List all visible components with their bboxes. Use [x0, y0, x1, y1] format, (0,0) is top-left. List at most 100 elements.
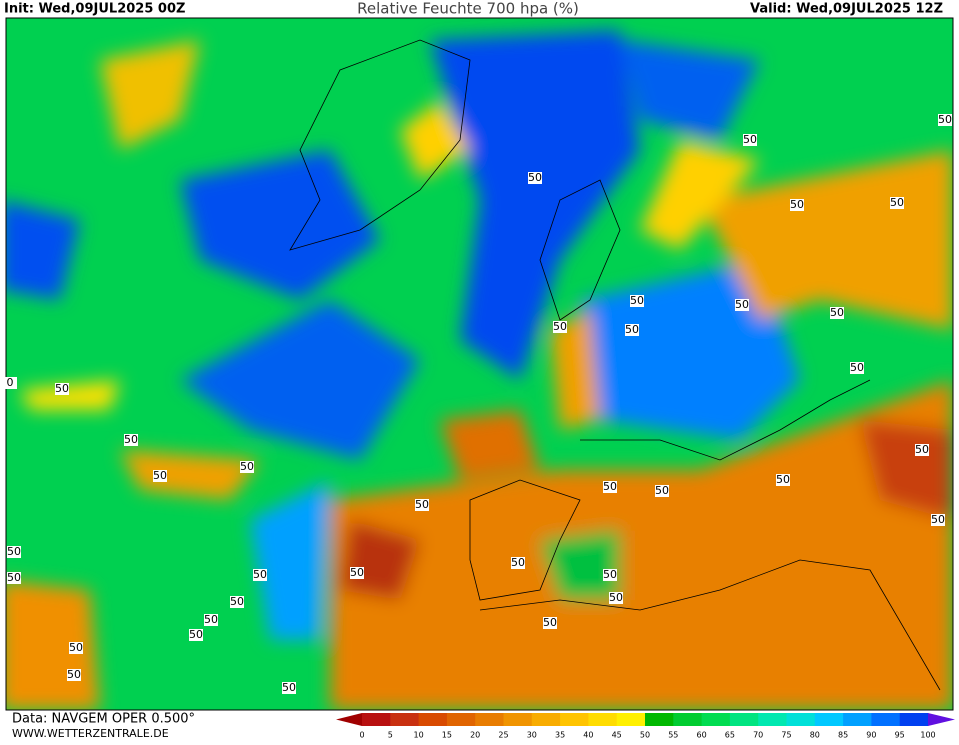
- contour-label: 50: [240, 460, 254, 473]
- map-field: [5, 17, 954, 711]
- colorbar-segment: [503, 713, 533, 726]
- contour-label: 50: [67, 668, 81, 681]
- contour-label-box: [350, 567, 364, 579]
- map-title: Relative Feuchte 700 hpa (%): [357, 0, 579, 18]
- colorbar-label: 65: [725, 731, 735, 740]
- contour-label-box: [609, 592, 623, 604]
- contour-labels: 50 50 50 50 50 50 50 50 50 50 50 50 50 50 50 50 50 50 50 50…: [3, 113, 952, 694]
- colorbar-label: 55: [668, 731, 678, 740]
- contour-label: 50: [931, 513, 945, 526]
- contour-label: 50: [7, 571, 21, 584]
- colorbar-label: 50: [640, 731, 650, 740]
- contour-label-box: [55, 383, 69, 395]
- colorbar-label: 45: [612, 731, 622, 740]
- website: WWW.WETTERZENTRALE.DE: [12, 727, 169, 740]
- colorbar-segment: [814, 713, 844, 726]
- colorbar-segment: [362, 713, 391, 726]
- contour-label-box: [511, 557, 525, 569]
- colorbar-label: 100: [920, 731, 935, 740]
- contour-label: 50: [850, 361, 864, 374]
- contour-label: 50: [253, 568, 267, 581]
- contour-label-box: [528, 172, 542, 184]
- contour-label-box: [7, 546, 21, 558]
- contour-label: 50: [890, 196, 904, 209]
- contour-label-box: [543, 617, 557, 629]
- contour-label: 50: [603, 480, 617, 493]
- contour-label: 50: [915, 443, 929, 456]
- contour-label-box: [743, 134, 757, 146]
- contour-label: 50: [938, 113, 952, 126]
- colorbar-label: 15: [442, 731, 452, 740]
- colorbar-segment: [786, 713, 816, 726]
- contour-label: 50: [7, 545, 21, 558]
- colorbar: 0 5 10 15 20 25 30 35 40 45 50 55 60 65 70 75 80 85 90 95 10…: [336, 713, 955, 740]
- contour-label-box: [830, 307, 844, 319]
- colorbar-segment: [560, 713, 589, 726]
- contour-label-box: [625, 324, 639, 336]
- contour-label-box: [850, 362, 864, 374]
- colorbar-label: 40: [583, 731, 593, 740]
- contour-label-box: [790, 199, 804, 211]
- contour-label: 50: [69, 641, 83, 654]
- colorbar-segment: [871, 713, 901, 726]
- contour-label-box: [67, 669, 81, 681]
- contour-label-box: [938, 114, 952, 126]
- colorbar-label: 35: [555, 731, 565, 740]
- contour-label: 50: [528, 171, 542, 184]
- colorbar-arrow-right: [928, 713, 955, 726]
- colorbar-label: 90: [866, 731, 876, 740]
- contour-label: 50: [124, 433, 138, 446]
- contour-label: 50: [630, 294, 644, 307]
- contour-label-box: [890, 197, 904, 209]
- contour-label: 50: [230, 595, 244, 608]
- colorbar-label: 75: [781, 731, 791, 740]
- contour-label-box: [931, 514, 945, 526]
- contour-label: 50: [511, 556, 525, 569]
- contour-label-box: [553, 321, 567, 333]
- colorbar-label: 5: [388, 731, 393, 740]
- contour-label-box: [915, 444, 929, 456]
- contour-label-box: [240, 461, 254, 473]
- colorbar-label: 20: [470, 731, 480, 740]
- contour-label: 50: [830, 306, 844, 319]
- colorbar-segment: [390, 713, 420, 726]
- colorbar-segment: [531, 713, 561, 726]
- colorbar-segment: [843, 713, 872, 726]
- contour-label: 50: [776, 473, 790, 486]
- colorbar-segment: [758, 713, 787, 726]
- contour-label: 50: [543, 616, 557, 629]
- contour-label: 50: [282, 681, 296, 694]
- colorbar-label: 30: [527, 731, 537, 740]
- contour-label: 50: [625, 323, 639, 336]
- contour-label-box: [253, 569, 267, 581]
- colorbar-segment: [673, 713, 703, 726]
- contour-label-box: [282, 682, 296, 694]
- colorbar-label: 70: [753, 731, 763, 740]
- colorbar-segment: [418, 713, 448, 726]
- colorbar-segment: [729, 713, 759, 726]
- colorbar-segment: [701, 713, 731, 726]
- contour-label: 50: [790, 198, 804, 211]
- contour-label: 50: [204, 613, 218, 626]
- contour-label-box: [776, 474, 790, 486]
- contour-label-box: [7, 572, 21, 584]
- contour-label: 50: [655, 484, 669, 497]
- colorbar-label: 25: [498, 731, 508, 740]
- contour-label-box: [153, 470, 167, 482]
- coastlines: [289, 39, 941, 691]
- contour-label-box: [655, 485, 669, 497]
- contour-label: 50: [603, 568, 617, 581]
- colorbar-segment: [616, 713, 646, 726]
- colorbar-arrow-left: [336, 713, 362, 726]
- colorbar-label: 60: [697, 731, 707, 740]
- contour-label: 50: [189, 628, 203, 641]
- contour-label-box: [3, 377, 17, 389]
- contour-label-box: [124, 434, 138, 446]
- contour-label-box: [415, 499, 429, 511]
- colorbar-segment: [475, 713, 504, 726]
- contour-label: 0: [7, 376, 14, 389]
- contour-label: 50: [350, 566, 364, 579]
- contour-label: 50: [415, 498, 429, 511]
